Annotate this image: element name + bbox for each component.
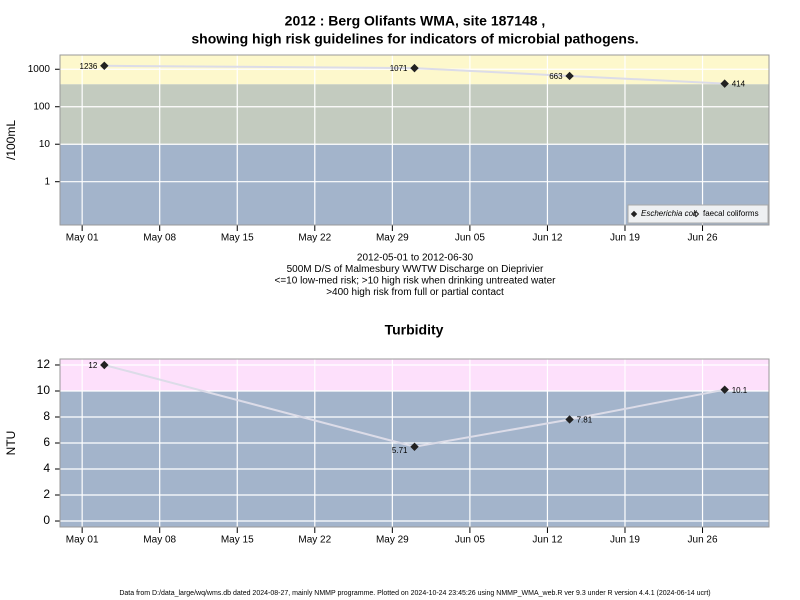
- data-point: [100, 360, 109, 370]
- x-tick-label: May 29: [376, 535, 409, 546]
- x-tick-label: Jun 19: [610, 233, 640, 244]
- x-tick-label: May 15: [221, 233, 254, 244]
- y-axis-label: NTU: [4, 431, 18, 456]
- y-tick-label: 2: [43, 487, 50, 501]
- data-point: [720, 79, 729, 88]
- data-point: [565, 71, 574, 81]
- x-tick-label: Jun 12: [532, 233, 562, 244]
- x-tick-label: Jun 12: [532, 535, 562, 546]
- plot-frame: [59, 54, 770, 226]
- y-tick-label: 10: [37, 383, 51, 397]
- x-tick-label: Jun 26: [688, 535, 718, 546]
- y-tick-label: 0: [43, 513, 50, 527]
- legend-marker: [630, 210, 638, 218]
- y-axis-label: /100mL: [4, 120, 18, 160]
- data-point: [410, 442, 419, 451]
- y-tick-label: 6: [43, 435, 50, 449]
- note: <=10 low-med risk; >10 high risk when dr…: [275, 276, 557, 287]
- x-tick-label: May 08: [143, 535, 176, 546]
- x-tick-label: May 01: [66, 535, 99, 546]
- footer: Data from D:/data_large/wq/wms.db dated …: [119, 590, 710, 597]
- x-tick-label: May 22: [298, 535, 331, 546]
- x-tick-label: May 15: [221, 535, 254, 546]
- data-label: 10.1: [732, 386, 748, 395]
- series-line: [104, 364, 725, 448]
- risk-band: [60, 84, 769, 145]
- x-tick-label: May 29: [376, 233, 409, 244]
- data-label: 663: [549, 72, 563, 81]
- x-tick-label: May 22: [298, 233, 331, 244]
- data-label: 5.71: [392, 446, 408, 455]
- data-point: [720, 385, 729, 394]
- y-tick-label: 1: [44, 176, 50, 187]
- x-tick-label: May 08: [143, 233, 176, 244]
- note: >400 high risk from full or partial cont…: [326, 287, 504, 298]
- data-label: 414: [732, 80, 746, 89]
- chart-title: Turbidity: [385, 322, 444, 338]
- data-point: [565, 415, 574, 424]
- y-tick-label: 1000: [28, 64, 51, 75]
- data-label: 1071: [390, 64, 408, 73]
- note: 500M D/S of Malmesbury WWTW Discharge on…: [287, 264, 544, 275]
- y-tick-label: 100: [33, 101, 50, 112]
- data-label: 1236: [80, 62, 98, 71]
- chart-subtitle: showing high risk guidelines for indicat…: [191, 31, 638, 47]
- data-label: 12: [88, 361, 97, 370]
- y-tick-label: 8: [43, 409, 50, 423]
- risk-band: [60, 359, 769, 391]
- legend-marker: [692, 210, 700, 218]
- y-tick-label: 10: [39, 139, 51, 150]
- data-point: [410, 63, 419, 73]
- plot-frame: [59, 358, 770, 528]
- note: 2012-05-01 to 2012-06-30: [357, 253, 474, 264]
- legend-label: faecal coliforms: [703, 209, 759, 218]
- x-tick-label: May 01: [66, 233, 99, 244]
- data-point: [100, 61, 109, 71]
- legend-label: Escherichia coli: [641, 209, 697, 218]
- y-tick-label: 12: [37, 357, 51, 371]
- x-tick-label: Jun 05: [455, 535, 485, 546]
- data-label: 7.81: [577, 416, 593, 425]
- x-tick-label: Jun 26: [688, 233, 718, 244]
- x-tick-label: Jun 05: [455, 233, 485, 244]
- series-line: [104, 64, 725, 85]
- x-tick-label: Jun 19: [610, 535, 640, 546]
- y-tick-label: 4: [43, 461, 50, 475]
- risk-band: [60, 390, 769, 527]
- chart-title: 2012 : Berg Olifants WMA, site 187148 ,: [285, 13, 546, 29]
